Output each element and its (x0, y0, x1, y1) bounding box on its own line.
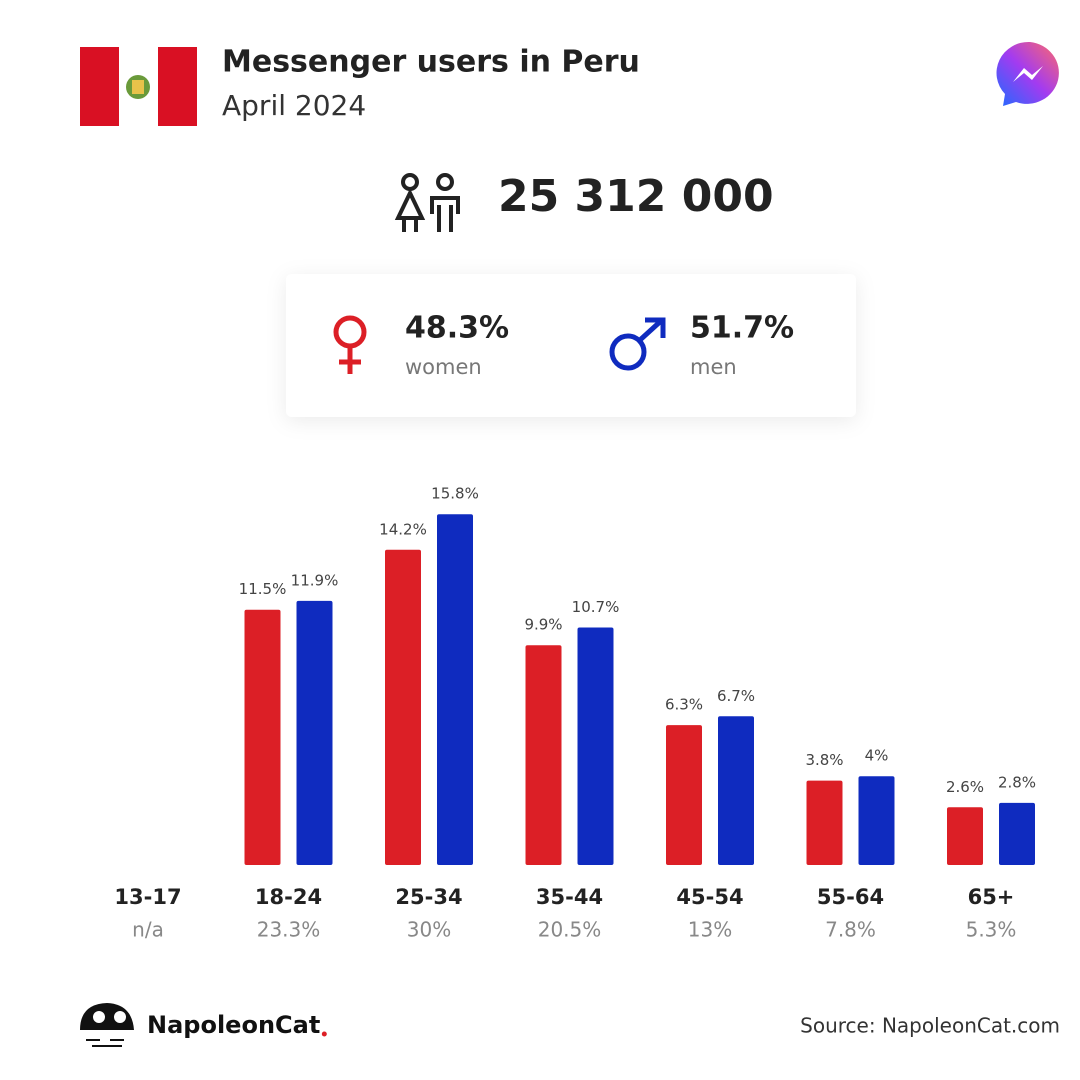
gender-card (286, 274, 856, 417)
total-label: n/a (132, 918, 164, 942)
brand-dot (321, 1031, 327, 1037)
data-label: 9.9% (524, 616, 562, 634)
female-symbol (339, 346, 361, 374)
data-label: 2.6% (946, 778, 984, 796)
bar (999, 802, 1035, 865)
people-icon (394, 173, 460, 232)
data-label: 15.8% (431, 485, 479, 503)
gender-value: 51.7% (690, 311, 794, 346)
data-label: 3.8% (805, 751, 843, 769)
category-label: 13-17 (114, 885, 181, 909)
data-label: 10.7% (572, 598, 620, 616)
data-label: 6.3% (665, 696, 703, 714)
total-label: 30% (407, 918, 451, 942)
brand: NapoleonCat (147, 1011, 320, 1039)
data-label: 14.2% (379, 520, 427, 538)
data-label: 11.5% (239, 580, 287, 598)
source: Source: NapoleonCat.com (800, 1014, 1060, 1038)
total-label: 7.8% (825, 918, 876, 942)
flag (80, 47, 197, 126)
category-label: 25-34 (395, 885, 462, 909)
gender-value: 48.3% (405, 311, 509, 346)
data-label: 4% (865, 747, 889, 765)
bar (244, 609, 281, 865)
category-label: 55-64 (817, 885, 884, 909)
bar (385, 549, 421, 865)
title: Messenger users in Peru (222, 45, 640, 80)
total-label: 20.5% (538, 918, 602, 942)
bar (718, 716, 754, 865)
category-label: 35-44 (536, 885, 603, 909)
gender-name: women (405, 355, 482, 379)
category-label: 65+ (968, 885, 1015, 909)
total-users: 25 312 000 (498, 171, 774, 222)
messenger-logo (996, 41, 1059, 107)
bar (666, 725, 702, 865)
total-label: 5.3% (966, 918, 1017, 942)
bar (858, 776, 895, 865)
total-label: 13% (688, 918, 732, 942)
category-label: 18-24 (255, 885, 322, 909)
bar (296, 600, 333, 865)
gender-name: men (690, 355, 737, 379)
total-label: 23.3% (257, 918, 321, 942)
bar (577, 627, 614, 865)
bar-chart: 13-17 n/a 18-24 23.3% 11.5% 11.9% 25-34 30% 14.2… (114, 485, 1036, 942)
category-label: 45-54 (676, 885, 743, 909)
gender-group: 48.3% women 51.7% men (333, 311, 794, 379)
data-label: 11.9% (291, 571, 339, 589)
subtitle: April 2024 (222, 89, 366, 122)
brand-logo (80, 1003, 134, 1047)
male-symbol (638, 317, 666, 342)
bar (947, 807, 983, 865)
bar (525, 645, 562, 865)
data-label: 6.7% (717, 687, 755, 705)
bar (806, 780, 843, 865)
bar (437, 514, 473, 865)
data-label: 2.8% (998, 773, 1036, 791)
male-symbol (609, 333, 647, 371)
